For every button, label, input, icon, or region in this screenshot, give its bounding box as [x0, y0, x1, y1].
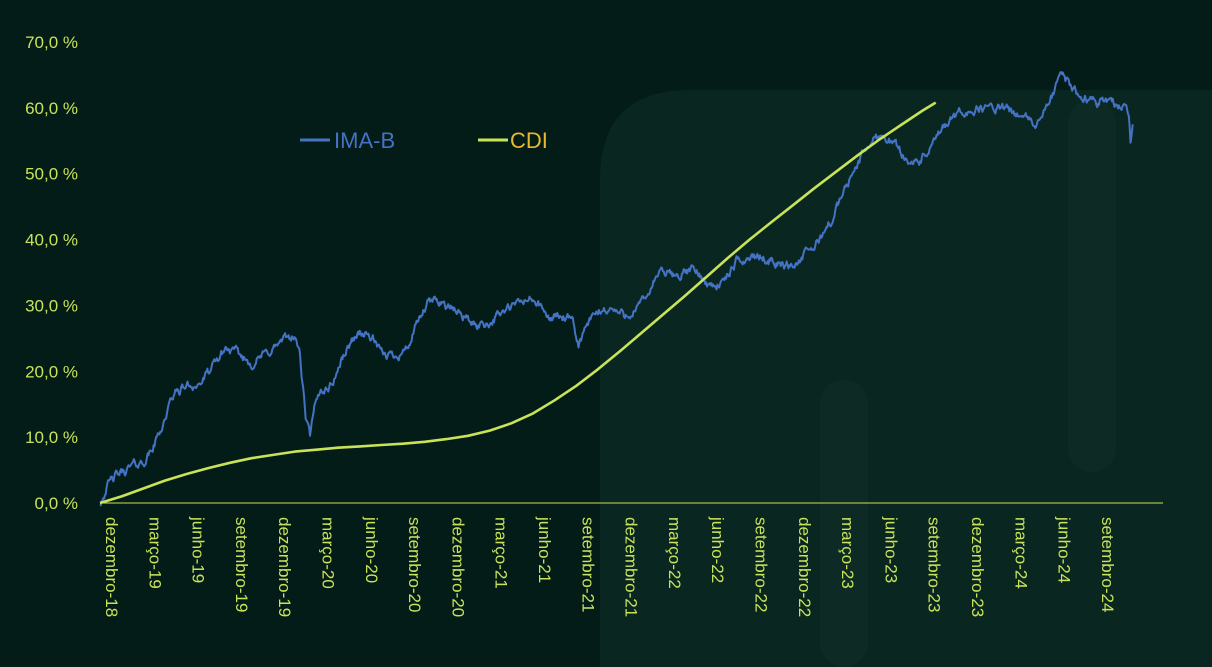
x-tick-label: junho-21	[535, 516, 554, 583]
x-tick-label: março-23	[838, 517, 857, 589]
x-tick-label: dezembro-21	[622, 517, 641, 617]
background-decoration	[600, 90, 1212, 667]
x-tick-label: setembro-24	[1098, 517, 1117, 612]
y-tick-label: 10,0 %	[25, 428, 78, 447]
x-axis-ticks: dezembro-18 março-19 junho-19 setembro-19 de…	[102, 516, 1117, 617]
x-tick-label: março-24	[1011, 517, 1030, 589]
y-tick-label: 50,0 %	[25, 165, 78, 184]
x-tick-label: março-20	[318, 517, 337, 589]
x-tick-label: setembro-21	[578, 517, 597, 612]
legend-label: IMA-B	[334, 128, 395, 153]
x-tick-label: dezembro-20	[448, 517, 467, 617]
y-tick-label: 40,0 %	[25, 231, 78, 250]
x-tick-label: junho-24	[1055, 516, 1074, 583]
x-tick-label: junho-23	[881, 516, 900, 583]
series-line-cdi	[99, 101, 937, 505]
x-tick-label: março-22	[665, 517, 684, 589]
y-tick-label: 0,0 %	[35, 494, 78, 513]
x-tick-label: dezembro-22	[795, 517, 814, 617]
series-lines	[99, 71, 1134, 507]
x-tick-label: setembro-20	[405, 517, 424, 612]
x-tick-label: dezembro-18	[102, 517, 121, 617]
x-tick-label: março-19	[145, 517, 164, 589]
x-tick-label: março-21	[492, 517, 511, 589]
y-tick-label: 70,0 %	[25, 33, 78, 52]
legend: IMA-B CDI	[300, 128, 548, 153]
y-tick-label: 20,0 %	[25, 362, 78, 381]
series-line-ima-b	[99, 71, 1134, 507]
x-tick-label: dezembro-23	[968, 517, 987, 617]
x-tick-label: setembro-22	[751, 517, 770, 612]
x-tick-label: dezembro-19	[275, 517, 294, 617]
y-axis-ticks: 0,0 % 10,0 % 20,0 % 30,0 % 40,0 % 50,0 % 60,0 …	[25, 33, 78, 513]
x-tick-label: setembro-23	[925, 517, 944, 612]
x-tick-label: junho-20	[362, 516, 381, 583]
x-tick-label: junho-22	[708, 516, 727, 583]
y-tick-label: 30,0 %	[25, 296, 78, 315]
y-tick-label: 60,0 %	[25, 99, 78, 118]
x-tick-label: junho-19	[189, 516, 208, 583]
legend-label: CDI	[510, 128, 548, 153]
x-tick-label: setembro-19	[232, 517, 251, 612]
